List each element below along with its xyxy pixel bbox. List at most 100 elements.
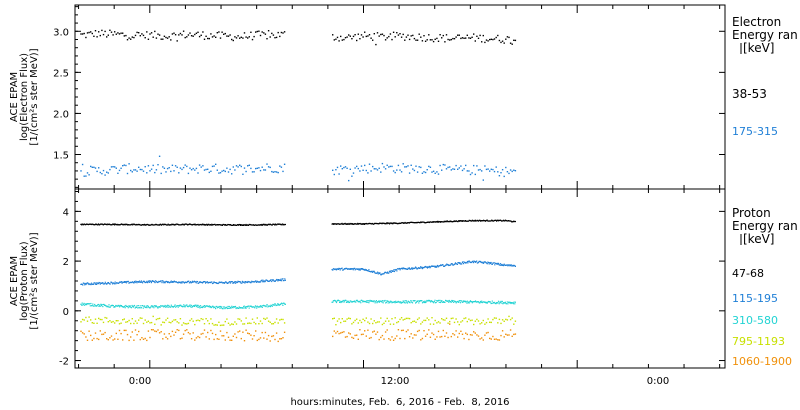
proton-point-47-68 [167,224,169,226]
electron-point-175-315 [368,163,371,165]
proton-point-115-195 [138,280,141,282]
proton-point-47-68 [373,223,375,225]
proton-point-1060-1900 [93,337,95,340]
proton-point-795-1193 [144,319,146,321]
proton-point-47-68 [500,219,502,222]
proton-point-115-195 [130,281,132,284]
proton-point-115-195 [219,281,221,283]
proton-point-310-580 [136,305,138,307]
proton-point-310-580 [423,301,425,304]
proton-point-115-195 [202,281,204,283]
proton-point-1060-1900 [362,333,364,335]
proton-point-1060-1900 [461,333,464,335]
proton-point-1060-1900 [136,334,138,336]
proton-point-115-195 [144,281,146,284]
proton-point-310-580 [359,300,361,302]
proton-point-310-580 [165,306,167,308]
proton-point-115-195 [500,264,502,266]
proton-point-310-580 [479,302,481,304]
proton-point-115-195 [155,280,157,282]
proton-point-115-195 [240,282,242,284]
proton-point-1060-1900 [477,335,480,337]
proton-point-115-195 [228,281,230,283]
electron-point-38-53 [283,31,286,33]
proton-point-310-580 [197,304,199,306]
proton-point-47-68 [228,224,230,226]
proton-point-115-195 [238,281,240,283]
proton-point-310-580 [115,304,117,307]
electron-point-175-315 [221,170,223,172]
electron-point-175-315 [170,170,172,173]
proton-point-47-68 [111,224,113,226]
proton-point-310-580 [446,300,448,302]
proton-point-310-580 [443,301,445,303]
proton-point-310-580 [163,306,165,308]
proton-point-47-68 [203,224,205,226]
proton-point-115-195 [111,282,113,284]
proton-point-1060-1900 [348,332,350,334]
proton-point-47-68 [140,224,142,226]
proton-point-115-195 [445,264,447,266]
proton-point-47-68 [89,223,91,225]
electron-point-175-315 [492,168,494,171]
proton-point-1060-1900 [437,330,440,333]
proton-point-115-195 [216,282,218,284]
proton-point-310-580 [425,301,427,303]
proton-point-47-68 [449,221,451,223]
proton-point-795-1193 [449,320,451,323]
electron-point-175-315 [332,169,334,171]
proton-point-795-1193 [434,319,436,322]
proton-point-115-195 [446,263,448,265]
proton-point-115-195 [96,282,98,284]
proton-point-1060-1900 [194,339,196,341]
proton-point-310-580 [203,305,205,307]
proton-point-47-68 [514,220,516,223]
proton-point-795-1193 [413,320,416,322]
electron-point-38-53 [466,34,468,36]
proton-point-47-68 [425,222,427,224]
proton-point-310-580 [80,303,82,305]
proton-point-115-195 [191,280,194,282]
proton-point-1060-1900 [195,337,198,339]
proton-point-1060-1900 [203,329,206,331]
proton-point-115-195 [134,281,136,284]
electron-point-175-315 [375,168,377,170]
proton-point-115-195 [231,281,233,283]
proton-point-1060-1900 [139,338,141,341]
electron-point-175-315 [149,170,151,172]
proton-point-310-580 [120,305,122,307]
electron-point-38-53 [471,36,473,38]
proton-point-310-580 [509,301,511,303]
proton-point-795-1193 [226,318,228,320]
proton-point-115-195 [510,264,512,266]
proton-point-1060-1900 [378,338,380,341]
electron-point-175-315 [479,168,481,171]
proton-point-1060-1900 [242,331,244,333]
proton-point-795-1193 [333,317,335,319]
proton-point-310-580 [450,301,452,303]
proton-point-47-68 [233,224,235,226]
proton-point-795-1193 [341,318,343,320]
electron-point-175-315 [114,166,116,168]
proton-point-1060-1900 [383,338,385,340]
electron-point-175-315 [455,164,457,167]
electron-point-38-53 [360,34,363,36]
proton-point-115-195 [187,280,189,282]
proton-point-115-195 [331,269,333,271]
proton-point-795-1193 [484,323,486,325]
proton-point-115-195 [332,269,334,271]
proton-point-47-68 [380,222,382,224]
proton-point-1060-1900 [372,331,374,333]
proton-point-310-580 [135,306,137,308]
electron-point-175-315 [503,175,505,178]
proton-point-115-195 [124,281,126,283]
electron-point-38-53 [277,31,279,34]
proton-point-310-580 [449,301,451,303]
electron-point-38-53 [445,34,448,36]
proton-point-47-68 [193,224,195,226]
proton-point-115-195 [502,265,505,267]
proton-point-795-1193 [407,317,409,320]
electron-point-175-315 [269,166,271,169]
proton-point-310-580 [370,300,372,302]
proton-point-310-580 [81,302,83,304]
